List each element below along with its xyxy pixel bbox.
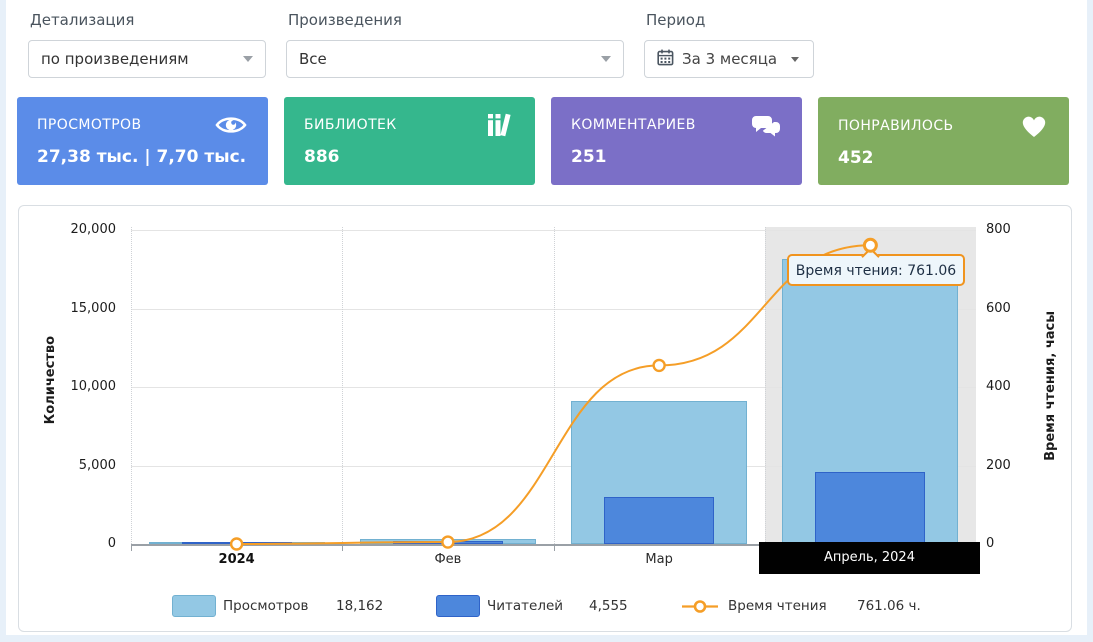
- legend-marker-reading-time[interactable]: [682, 599, 718, 618]
- stat-card-libraries: БИБЛИОТЕК 886: [284, 97, 535, 185]
- card-title: ПРОСМОТРОВ: [37, 117, 142, 133]
- detail-filter-label: Детализация: [30, 11, 135, 29]
- x-axis-label: 2024: [218, 552, 255, 567]
- legend-swatch-readers[interactable]: [436, 595, 480, 617]
- legend-label-reading-time[interactable]: Время чтения: [728, 598, 827, 614]
- comments-icon: [750, 112, 782, 138]
- bar-читателей[interactable]: [604, 496, 715, 544]
- column-boundary-line: [131, 227, 132, 544]
- x-axis-tick: [553, 546, 555, 551]
- right-axis-tick: 800: [986, 222, 1011, 237]
- right-axis-tick: 600: [986, 300, 1011, 316]
- card-value: 251: [571, 147, 607, 167]
- legend-swatch-views[interactable]: [172, 595, 216, 617]
- left-axis-tick: 5,000: [78, 457, 116, 473]
- left-axis-tick: 0: [107, 536, 116, 551]
- legend-label-readers[interactable]: Читателей: [487, 598, 564, 614]
- works-select-value: Все: [299, 50, 327, 68]
- chevron-down-icon: [791, 56, 800, 62]
- stat-card-views: ПРОСМОТРОВ 27,38 тыс. | 7,70 тыс.: [17, 97, 268, 185]
- period-button[interactable]: За 3 месяца: [644, 40, 814, 78]
- calendar-icon: [657, 49, 674, 70]
- x-axis-tick: [131, 546, 132, 551]
- x-axis-label: Мар: [645, 552, 673, 567]
- left-axis-tick: 10,000: [70, 379, 117, 394]
- legend-label-views[interactable]: Просмотров: [223, 598, 309, 614]
- column-boundary-line: [553, 227, 555, 544]
- stat-card-likes: ПОНРАВИЛОСЬ 452: [818, 97, 1069, 185]
- chevron-down-icon: [601, 56, 611, 62]
- period-filter-label: Период: [646, 11, 706, 29]
- x-axis-line: [131, 544, 976, 546]
- left-axis-tick: 15,000: [70, 300, 117, 316]
- x-axis-tick: [342, 546, 344, 551]
- right-axis-tick: 200: [986, 457, 1011, 473]
- detail-select[interactable]: по произведениям: [28, 40, 266, 78]
- stat-card-comments: КОММЕНТАРИЕВ 251: [551, 97, 802, 185]
- line-point-Мар[interactable]: [652, 358, 666, 373]
- left-axis-tick: 20,000: [70, 222, 117, 237]
- works-select[interactable]: Все: [286, 40, 624, 78]
- card-title: КОММЕНТАРИЕВ: [571, 117, 696, 133]
- right-axis-tick: 0: [986, 536, 995, 551]
- legend-value-views: 18,162: [336, 598, 384, 614]
- column-boundary-line: [342, 227, 344, 544]
- period-value: За 3 месяца: [682, 50, 778, 68]
- bar-читателей[interactable]: [815, 472, 926, 544]
- legend-value-readers: 4,555: [589, 598, 628, 614]
- chart-panel: Количество Время чтения, часы Апрель, 20…: [18, 205, 1072, 632]
- detail-select-value: по произведениям: [41, 50, 189, 68]
- card-title: БИБЛИОТЕК: [304, 117, 397, 133]
- selected-category-label: Апрель, 2024: [759, 542, 980, 574]
- card-title: ПОНРАВИЛОСЬ: [838, 117, 954, 134]
- chevron-down-icon: [243, 56, 253, 62]
- x-axis-label: Фев: [434, 552, 462, 567]
- column-boundary-line: [764, 227, 766, 544]
- legend-value-reading-time: 761.06 ч.: [857, 598, 921, 614]
- card-value: 886: [304, 147, 340, 167]
- card-value: 452: [838, 148, 874, 168]
- works-filter-label: Произведения: [288, 11, 402, 29]
- card-value: 27,38 тыс. | 7,70 тыс.: [37, 147, 247, 167]
- books-icon: [485, 112, 515, 138]
- heart-icon: [1019, 112, 1049, 139]
- right-axis-tick: 400: [986, 379, 1011, 394]
- eye-icon: [214, 112, 248, 138]
- right-axis-title: Время чтения, часы: [1043, 311, 1058, 461]
